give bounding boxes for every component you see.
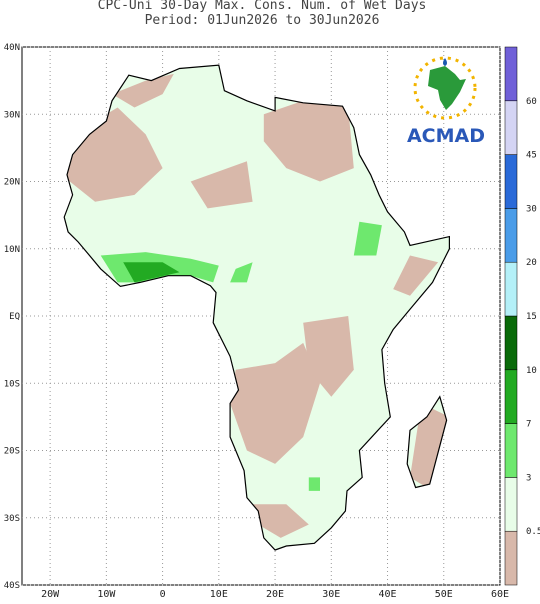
lat-tick-label: 30S	[4, 514, 20, 524]
lat-tick-label: 40S	[4, 581, 20, 591]
lat-tick-label: 20N	[4, 178, 20, 188]
lat-tick-label: EQ	[9, 312, 20, 322]
lon-tick-label: 0	[160, 589, 166, 600]
coastline	[63, 64, 450, 551]
dry-region	[230, 342, 320, 464]
colorbar-swatch	[504, 154, 518, 209]
dry-region	[410, 403, 450, 491]
dry-region	[252, 504, 309, 538]
lon-tick-label: 10W	[97, 589, 116, 600]
colorbar-label: 60	[526, 97, 537, 107]
lon-tick-label: 20W	[41, 589, 60, 600]
logo: ACMAD	[407, 56, 485, 147]
colorbar-label: 30	[526, 204, 537, 214]
colorbar-label: 0.5	[526, 527, 540, 537]
dry-region	[393, 255, 439, 296]
colorbar-swatch	[504, 369, 518, 424]
dry-region	[303, 316, 354, 397]
lon-tick-label: 20E	[266, 589, 284, 600]
colorbar-swatch	[504, 477, 518, 532]
lon-tick-label: 30E	[322, 589, 340, 600]
wet-region	[230, 262, 253, 283]
wet-region	[308, 477, 320, 491]
lat-tick-label: 10S	[4, 379, 20, 389]
colorbar-label: 3	[526, 473, 531, 483]
wet-region	[353, 221, 382, 256]
colorbar-label: 15	[526, 312, 537, 322]
logo-text: ACMAD	[407, 125, 485, 147]
dry-region	[263, 100, 354, 182]
africa-land	[64, 65, 450, 550]
lon-tick-label: 60E	[491, 589, 509, 600]
very-wet-region	[123, 262, 180, 283]
dry-region	[190, 161, 253, 209]
colorbar-swatch	[504, 208, 518, 263]
title: CPC-Uni 30-Day Max. Cons. Num. of Wet Da…	[98, 0, 427, 13]
colorbar-swatch	[504, 100, 518, 155]
subtitle: Period: 01Jun2026 to 30Jun2026	[145, 13, 380, 28]
colorbar-label: 10	[526, 366, 537, 376]
lat-tick-label: 10N	[4, 245, 20, 255]
lat-tick-label: 40N	[4, 43, 20, 53]
logo-sun	[413, 56, 477, 120]
lat-tick-label: 20S	[4, 447, 20, 457]
colorbar-swatch	[504, 46, 518, 102]
colorbar-swatch	[504, 315, 518, 371]
colorbar-label: 45	[526, 151, 537, 161]
logo-drop	[443, 58, 447, 66]
lat-tick-label: 30N	[4, 110, 20, 120]
colorbar-label: 7	[526, 420, 531, 430]
logo-africa	[428, 66, 466, 110]
colorbar-swatch	[504, 261, 518, 317]
lon-tick-label: 40E	[378, 589, 396, 600]
lon-tick-label: 50E	[435, 589, 453, 600]
lon-tick-label: 10E	[210, 589, 228, 600]
dry-region	[112, 73, 174, 108]
colorbar-label: 20	[526, 258, 537, 268]
colorbar-swatch	[504, 423, 518, 478]
colorbar-swatch	[504, 530, 518, 586]
